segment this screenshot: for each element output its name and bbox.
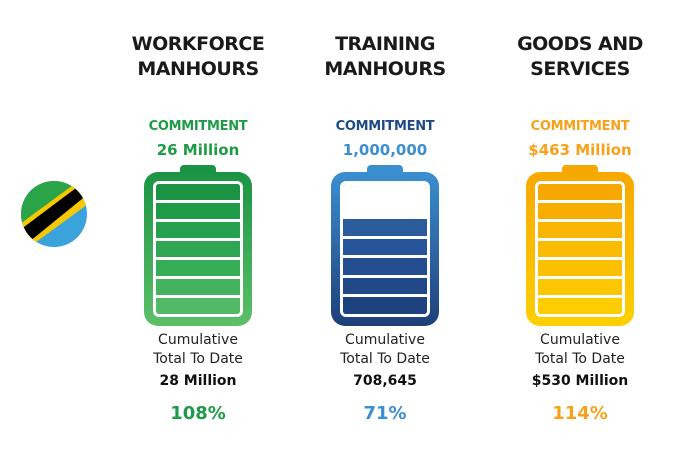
cumulative-label: Cumulative Total To Date [535,332,625,367]
commitment-value: $463 Million [528,141,632,159]
cumulative-label: Cumulative Total To Date [153,332,243,367]
battery-fill [340,181,430,317]
percent-value: 114% [552,403,608,424]
battery-icon [331,165,439,326]
commitment-label: COMMITMENT [335,119,435,134]
commitment-value: 26 Million [156,141,240,159]
column-title: TRAINING MANHOURS [324,33,446,80]
total-value: 28 Million [159,373,237,389]
percent-value: 108% [170,403,226,424]
commitment-value: 1,000,000 [342,141,428,159]
percent-value: 71% [363,403,407,424]
commitment-label: COMMITMENT [148,119,248,134]
column-title: GOODS AND SERVICES [517,33,643,80]
total-value: $530 Million [531,373,629,389]
total-value: 708,645 [353,373,417,389]
battery-fill [153,181,243,317]
battery-icon [526,165,634,326]
cumulative-label: Cumulative Total To Date [340,332,430,367]
battery-fill [535,181,625,317]
column-title: WORKFORCE MANHOURS [131,33,265,80]
battery-icon [144,165,252,326]
commitment-label: COMMITMENT [530,119,630,134]
tanzania-flag-icon [21,181,87,247]
